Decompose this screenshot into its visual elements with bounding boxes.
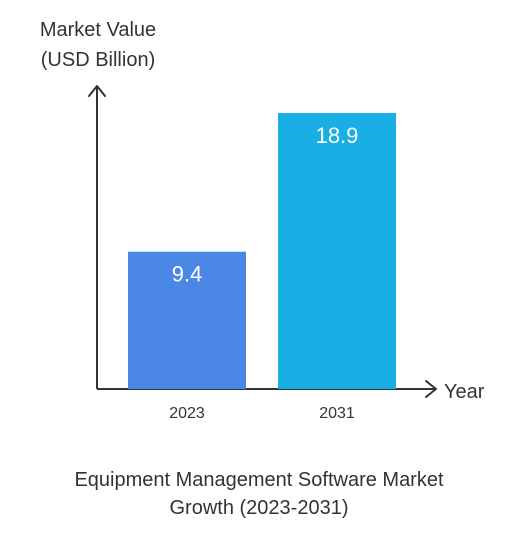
x-axis-label: Year xyxy=(444,381,485,403)
x-tick-label-2031: 2031 xyxy=(319,405,355,422)
chart-title-line-1: Equipment Management Software Market xyxy=(74,469,444,491)
bars xyxy=(128,113,396,389)
chart-title-line-2: Growth (2023-2031) xyxy=(169,497,349,519)
y-axis-label-line-1: Market Value xyxy=(39,19,157,41)
bar-value-label-2031: 18.9 xyxy=(316,123,359,148)
labels: 9.4 2023 18.9 2031 xyxy=(169,123,358,422)
y-axis-label-line-2: (USD Billion) xyxy=(40,49,156,71)
x-axis-arrowhead xyxy=(425,380,437,398)
bar-2031 xyxy=(278,113,396,389)
bar-2023 xyxy=(128,251,246,389)
y-axis-arrowhead xyxy=(88,85,106,97)
x-tick-label-2023: 2023 xyxy=(169,405,205,422)
bar-value-label-2023: 9.4 xyxy=(172,262,203,287)
